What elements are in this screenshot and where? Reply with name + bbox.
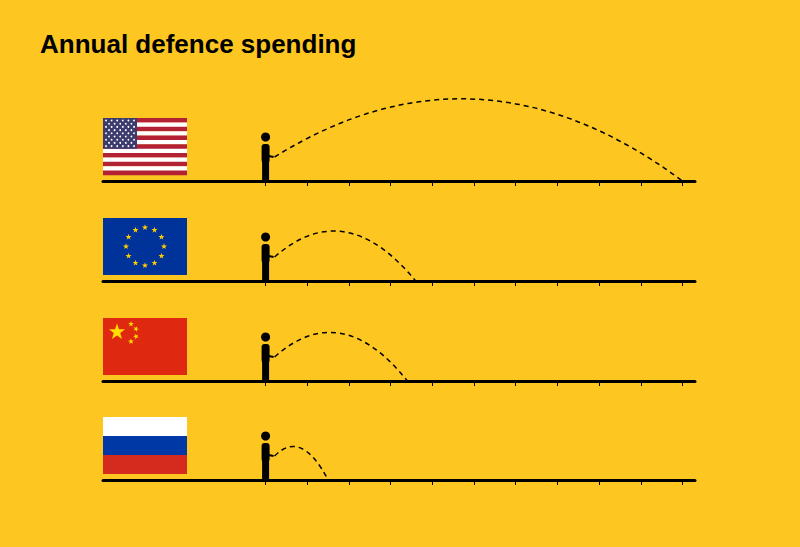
svg-text:Annual defence spending: Annual defence spending — [40, 29, 356, 59]
